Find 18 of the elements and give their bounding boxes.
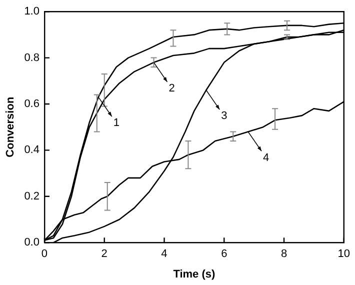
annotation: 2 bbox=[168, 82, 175, 94]
x-tick-label: 0 bbox=[41, 248, 48, 260]
x-tick-label: 6 bbox=[221, 248, 228, 260]
y-tick-label: 0.8 bbox=[24, 52, 40, 64]
y-tick-label: 1.0 bbox=[24, 6, 40, 18]
y-tick-label: 0.0 bbox=[24, 236, 40, 249]
y-tick-label: 0.2 bbox=[24, 190, 40, 202]
x-tick-label: 10 bbox=[338, 248, 350, 260]
y-tick-label: 0.4 bbox=[24, 144, 40, 156]
annotation: 3 bbox=[221, 110, 228, 122]
x-axis-title: Time (s) bbox=[173, 268, 216, 280]
annotation: 1 bbox=[113, 117, 120, 130]
y-axis-title: Conversion bbox=[4, 96, 17, 158]
annotation: 4 bbox=[263, 152, 270, 164]
x-tick-label: 4 bbox=[161, 248, 168, 260]
x-tick-label: 2 bbox=[101, 248, 108, 260]
x-tick-label: 8 bbox=[280, 248, 288, 260]
y-tick-label: 0.6 bbox=[24, 98, 40, 110]
